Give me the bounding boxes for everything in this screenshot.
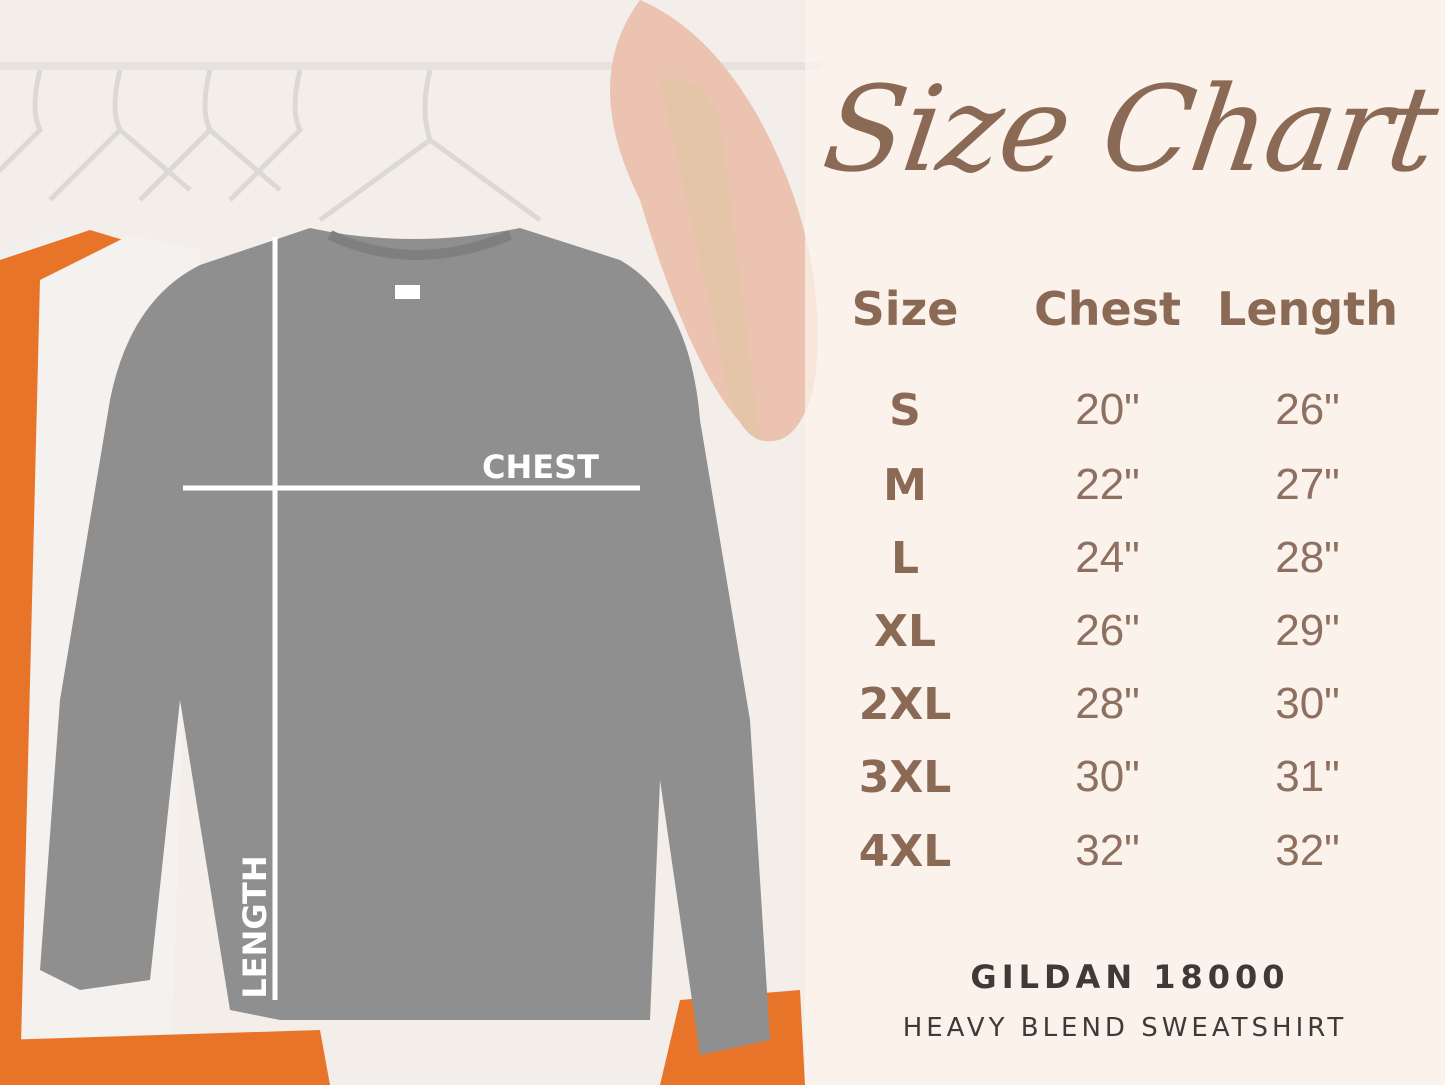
cell-size: M <box>883 460 927 511</box>
cell-chest: 30" <box>1075 752 1140 801</box>
clothing-rack <box>0 62 820 70</box>
cell-length: 30" <box>1275 679 1340 728</box>
cell-chest: 24" <box>1075 533 1140 582</box>
cell-chest: 20" <box>1075 385 1140 434</box>
size-chart-panel <box>805 0 1445 1085</box>
cell-length: 32" <box>1275 826 1340 875</box>
cell-length: 27" <box>1275 460 1340 509</box>
cell-length: 29" <box>1275 606 1340 655</box>
cell-size: 4XL <box>858 826 952 877</box>
header-chest: Chest <box>1033 282 1182 336</box>
cell-size: L <box>890 533 920 584</box>
cell-length: 28" <box>1275 533 1340 582</box>
brand: GILDAN 18000 <box>970 958 1290 996</box>
cell-chest: 22" <box>1075 460 1140 509</box>
header-length: Length <box>1217 282 1398 336</box>
chart-title: Size Chart <box>816 60 1444 198</box>
sweatshirt <box>40 228 770 1055</box>
cell-size: 2XL <box>858 679 952 730</box>
measure-lines <box>183 237 640 1000</box>
cell-length: 26" <box>1275 385 1340 434</box>
cell-length: 31" <box>1275 752 1340 801</box>
cell-chest: 32" <box>1075 826 1140 875</box>
cell-chest: 28" <box>1075 679 1140 728</box>
cell-size: 3XL <box>858 752 952 803</box>
model: HEAVY BLEND SWEATSHIRT <box>902 1013 1348 1043</box>
tag <box>395 285 420 299</box>
cell-size: S <box>889 385 921 436</box>
cell-chest: 26" <box>1075 606 1140 655</box>
header-size: Size <box>851 282 959 336</box>
length-label: LENGTH <box>236 855 274 999</box>
cell-size: XL <box>874 606 936 657</box>
hangers <box>0 69 542 223</box>
chest-label: CHEST <box>482 448 599 486</box>
